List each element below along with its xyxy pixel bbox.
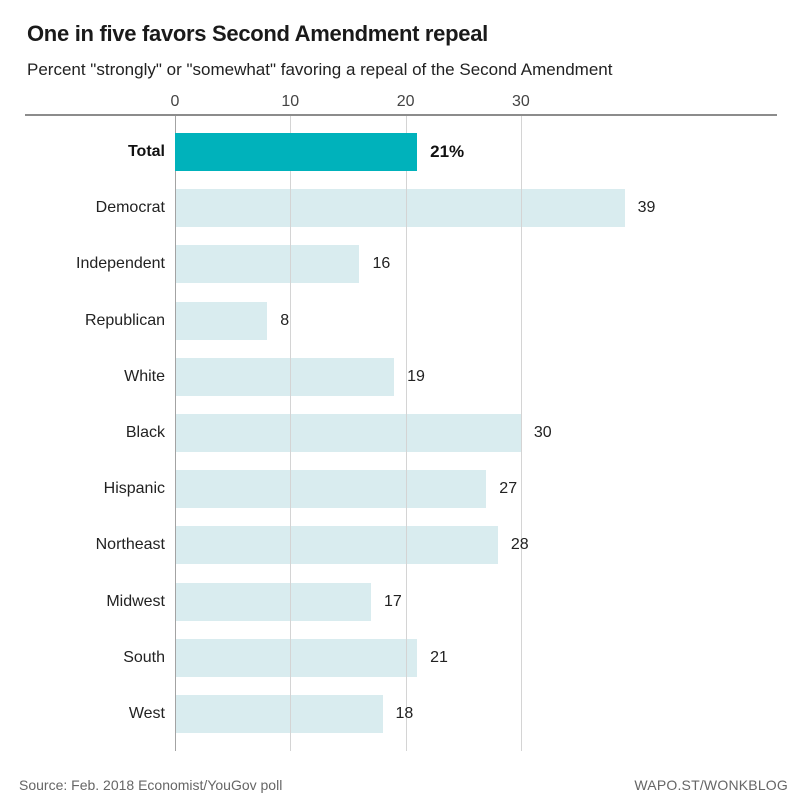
value-label: 21 <box>430 648 448 666</box>
category-label: Independent <box>76 255 165 273</box>
value-label: 18 <box>395 704 414 722</box>
bar-row-white: White 19 <box>25 349 777 405</box>
bar-row-democrat: Democrat 39 <box>25 180 777 236</box>
bar <box>175 189 625 228</box>
value-label: 39 <box>637 199 656 217</box>
gridline-30 <box>520 116 522 751</box>
value-label: 17 <box>384 592 402 610</box>
value-label: 27 <box>499 480 518 498</box>
value-label: 21% <box>430 142 465 162</box>
category-label: White <box>124 367 165 385</box>
bar-row-hispanic: Hispanic 27 <box>25 461 777 517</box>
value-label: 19 <box>407 367 425 385</box>
bar <box>175 582 371 621</box>
bar <box>175 526 498 565</box>
bar <box>175 133 418 171</box>
bar-row-midwest: Midwest 17 <box>25 574 777 630</box>
bar-row-republican: Republican 8 <box>25 293 777 349</box>
category-label: Republican <box>84 311 165 329</box>
x-tick-label-0: 0 <box>170 93 180 110</box>
x-tick-label-30: 30 <box>511 93 530 110</box>
category-label: West <box>128 704 165 722</box>
value-label: 28 <box>510 536 529 554</box>
bar <box>175 694 383 733</box>
chart-region: 0 10 20 30 Total 21% Democrat 39 Independent 16 R… <box>25 93 777 751</box>
x-tick-label-20: 20 <box>396 93 415 110</box>
gridline-20 <box>405 116 407 751</box>
bar <box>175 245 360 284</box>
value-label: 16 <box>372 255 391 273</box>
gridline-0 <box>175 116 176 751</box>
bar <box>175 357 395 396</box>
x-axis-line <box>25 114 777 116</box>
category-label: Northeast <box>95 536 165 554</box>
chart-title: One in five favors Second Amendment repe… <box>27 21 488 46</box>
chart-footer: Source: Feb. 2018 Economist/YouGov poll … <box>19 777 788 793</box>
gridline-10 <box>290 116 292 751</box>
bar-row-independent: Independent 16 <box>25 236 777 292</box>
category-label: Total <box>127 143 165 161</box>
value-label: 30 <box>533 424 552 442</box>
category-label: Democrat <box>95 199 165 217</box>
x-axis-ticks: 0 10 20 30 <box>25 93 777 114</box>
bar <box>175 301 268 340</box>
category-label: Black <box>125 424 165 442</box>
bar-rows: Total 21% Democrat 39 Independent 16 Republica… <box>25 116 777 742</box>
source-note: Source: Feb. 2018 Economist/YouGov poll <box>19 777 283 793</box>
category-label: Hispanic <box>103 480 165 498</box>
bar-row-total: Total 21% <box>25 124 777 180</box>
bar <box>175 638 418 677</box>
bar <box>175 470 487 509</box>
bar-row-northeast: Northeast 28 <box>25 517 777 573</box>
category-label: Midwest <box>106 592 165 610</box>
bar-row-west: West 18 <box>25 686 777 742</box>
value-label: 8 <box>280 311 290 329</box>
plot-area: Total 21% Democrat 39 Independent 16 Republica… <box>25 116 777 751</box>
bar-row-black: Black 30 <box>25 405 777 461</box>
credit-note: WAPO.ST/WONKBLOG <box>634 777 788 793</box>
bar <box>175 413 521 452</box>
bar-row-south: South 21 <box>25 630 777 686</box>
category-label: South <box>123 648 165 666</box>
x-tick-label-10: 10 <box>281 93 300 110</box>
chart-subtitle: Percent "strongly" or "somewhat" favorin… <box>27 60 613 79</box>
